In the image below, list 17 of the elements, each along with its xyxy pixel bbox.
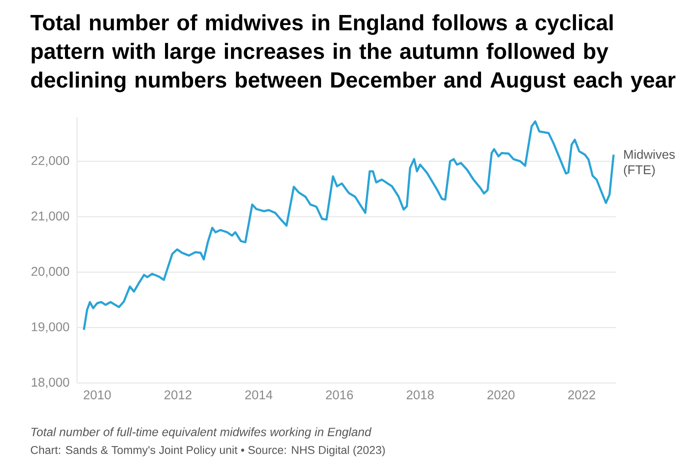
line-series — [82, 120, 615, 331]
x-tick-label: 2014 — [245, 390, 272, 400]
y-tick-label: 18,000 — [32, 378, 70, 388]
x-tick-label: 2010 — [84, 390, 111, 400]
series-label: Midwives (FTE) — [624, 150, 675, 177]
x-tick-label: 2016 — [326, 390, 353, 400]
x-tick-label: 2020 — [487, 390, 515, 400]
x-tick-label: 2022 — [568, 390, 596, 400]
text: Total number of full-time equivalent midwifes working in England — [31, 427, 372, 439]
y-tick-label: 19,000 — [32, 322, 70, 333]
text: Chart: Sands & Tommy's Joint Policy unit • Source: NHS Digital (2023) — [30, 446, 385, 456]
chart-title: Total number of midwives in England follows a cyclical pattern with large increases in the autumn followed by declining numbers between December and August each year — [30, 14, 676, 92]
x-tick-label: 2012 — [164, 390, 192, 400]
y-tick-label: 20,000 — [32, 266, 70, 278]
x-tick-label: 2018 — [406, 390, 434, 400]
y-tick-label: 22,000 — [32, 156, 70, 167]
y-tick-label: 21,000 — [32, 212, 70, 222]
